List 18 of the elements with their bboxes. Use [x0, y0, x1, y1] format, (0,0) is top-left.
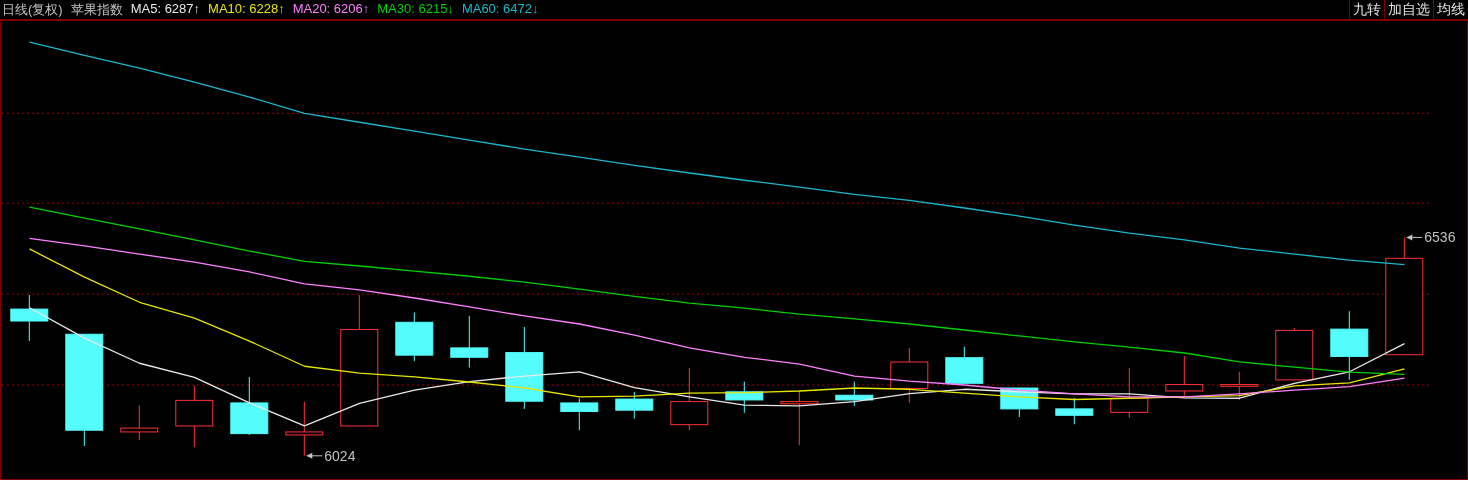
text: 九转 [1349, 0, 1384, 19]
candlestick [835, 381, 874, 407]
chart-subtitle: 苹果指数 [70, 1, 123, 19]
candlestick [1165, 355, 1204, 397]
annotation: 6536 [1424, 229, 1456, 246]
chart-title: 日线(复权) [2, 1, 63, 19]
candlestick [780, 389, 819, 446]
text: MA60: 6472↓ [461, 1, 539, 18]
text: MA20: 6206↑ [292, 1, 370, 18]
text: 加自选 [1384, 0, 1433, 19]
text: 均线 [1433, 0, 1468, 19]
text: MA5: 6287↑ [130, 1, 201, 18]
text: MA10: 6228↑ [208, 1, 285, 18]
text: MA30: 6215↓ [377, 1, 454, 18]
annotation: 6024 [324, 447, 356, 464]
candlestick [1055, 397, 1094, 425]
candlestick [120, 404, 159, 441]
candlestick [1220, 371, 1259, 401]
